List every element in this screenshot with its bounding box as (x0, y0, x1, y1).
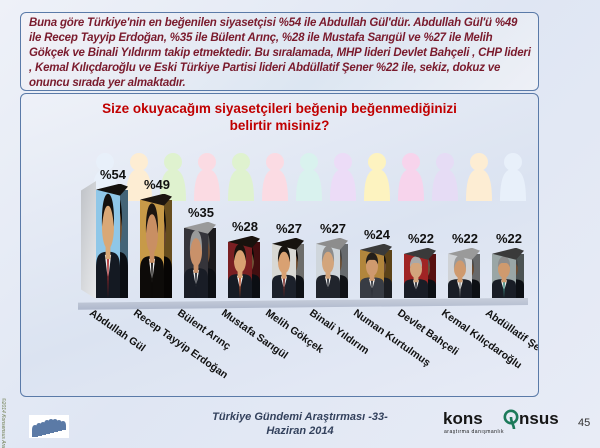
svg-text:kons: kons (443, 409, 483, 428)
svg-text:nsus: nsus (519, 409, 558, 428)
svg-text:araştırma danışmanlık: araştırma danışmanlık (444, 429, 504, 435)
